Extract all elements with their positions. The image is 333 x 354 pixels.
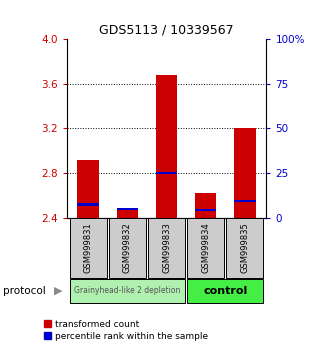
Text: GSM999835: GSM999835 — [240, 222, 249, 273]
Bar — [187, 279, 263, 303]
Bar — [187, 218, 224, 278]
Bar — [234, 200, 256, 202]
Bar — [117, 207, 138, 210]
Bar — [156, 75, 177, 218]
Bar — [195, 209, 216, 211]
Bar — [109, 218, 146, 278]
Bar — [234, 128, 256, 218]
Legend: transformed count, percentile rank within the sample: transformed count, percentile rank withi… — [45, 320, 208, 341]
Text: Grainyhead-like 2 depletion: Grainyhead-like 2 depletion — [74, 286, 180, 295]
Text: GSM999831: GSM999831 — [84, 222, 93, 273]
Title: GDS5113 / 10339567: GDS5113 / 10339567 — [99, 23, 234, 36]
Bar — [70, 218, 107, 278]
Text: control: control — [203, 286, 247, 296]
Bar — [156, 172, 177, 174]
Bar — [195, 193, 216, 218]
Bar — [77, 203, 99, 206]
Text: protocol: protocol — [3, 286, 46, 296]
Text: GSM999833: GSM999833 — [162, 222, 171, 273]
Bar — [148, 218, 185, 278]
Bar — [226, 218, 263, 278]
Text: GSM999834: GSM999834 — [201, 222, 210, 273]
Bar — [117, 210, 138, 218]
Text: ▶: ▶ — [54, 286, 63, 296]
Text: GSM999832: GSM999832 — [123, 222, 132, 273]
Bar — [70, 279, 185, 303]
Bar — [77, 160, 99, 218]
